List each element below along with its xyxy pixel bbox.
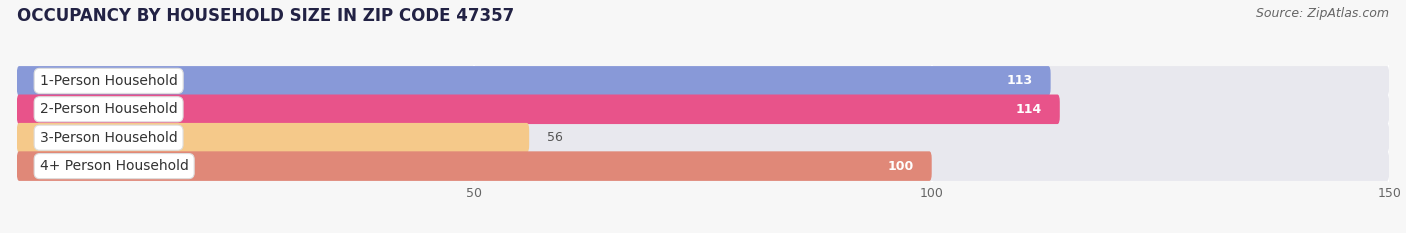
FancyBboxPatch shape <box>17 151 1389 181</box>
FancyBboxPatch shape <box>17 95 1060 124</box>
FancyBboxPatch shape <box>17 66 1389 96</box>
Text: 1-Person Household: 1-Person Household <box>39 74 177 88</box>
Text: 100: 100 <box>887 160 914 173</box>
FancyBboxPatch shape <box>17 123 1389 152</box>
FancyBboxPatch shape <box>17 95 1389 124</box>
Text: OCCUPANCY BY HOUSEHOLD SIZE IN ZIP CODE 47357: OCCUPANCY BY HOUSEHOLD SIZE IN ZIP CODE … <box>17 7 515 25</box>
Text: Source: ZipAtlas.com: Source: ZipAtlas.com <box>1256 7 1389 20</box>
FancyBboxPatch shape <box>17 151 932 181</box>
Text: 3-Person Household: 3-Person Household <box>39 131 177 145</box>
FancyBboxPatch shape <box>17 123 529 152</box>
FancyBboxPatch shape <box>17 66 1050 96</box>
Text: 2-Person Household: 2-Person Household <box>39 102 177 116</box>
Text: 113: 113 <box>1007 74 1032 87</box>
Text: 4+ Person Household: 4+ Person Household <box>39 159 188 173</box>
Text: 56: 56 <box>547 131 564 144</box>
Text: 114: 114 <box>1015 103 1042 116</box>
